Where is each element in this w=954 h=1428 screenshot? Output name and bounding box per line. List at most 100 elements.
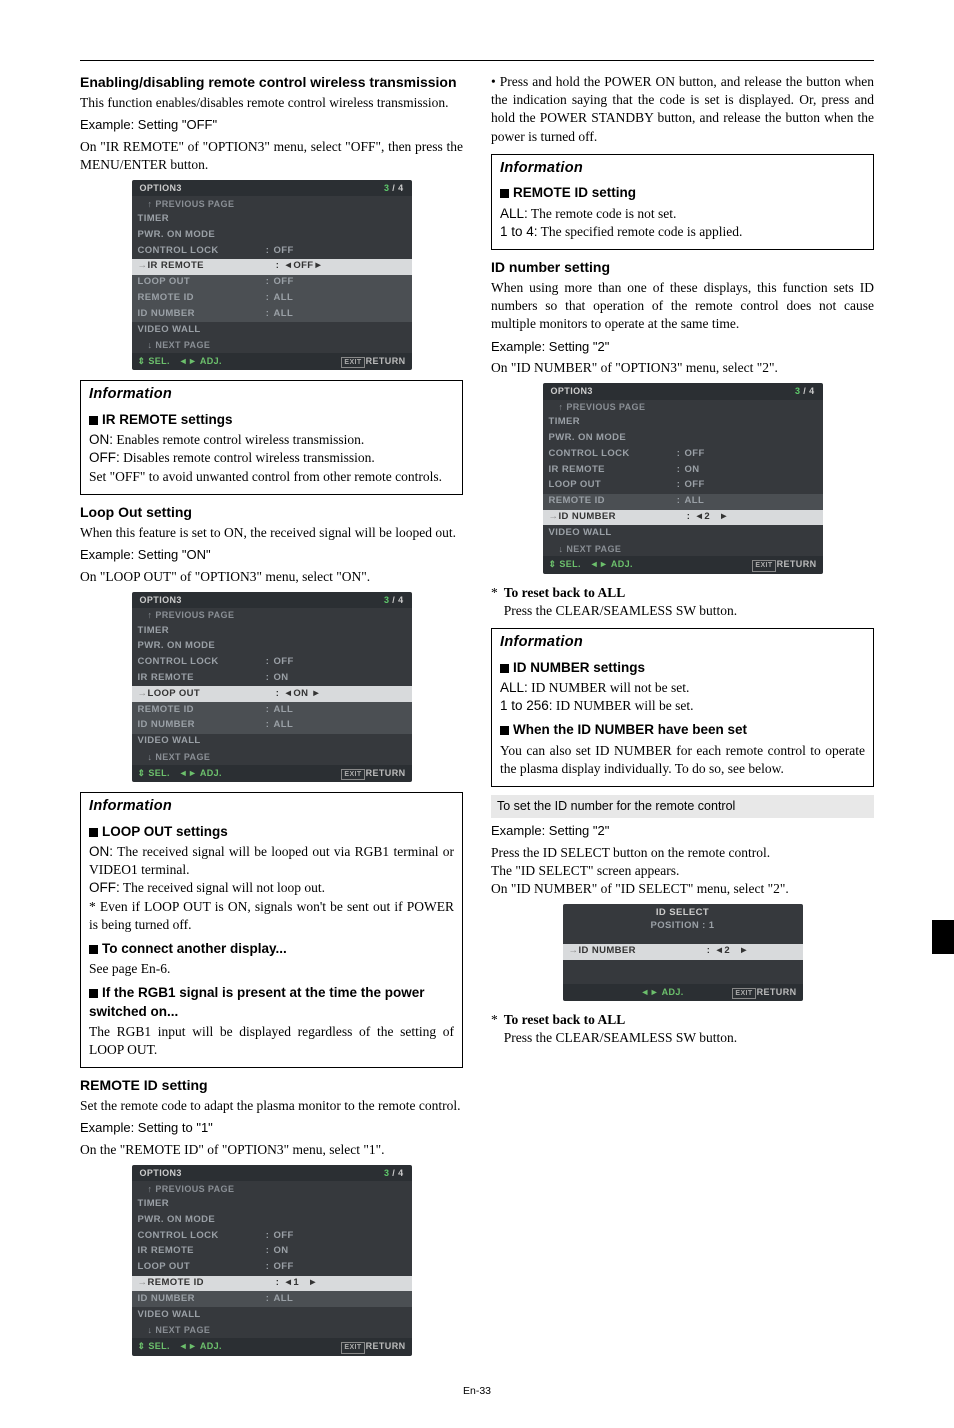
menu-val: ALL: [274, 308, 406, 321]
body-p5: On "ID NUMBER" of "ID SELECT" menu, sele…: [491, 880, 874, 898]
menu-option3-loopout: OPTION33 / 4 ↑ PREVIOUS PAGE TIMER PWR. …: [132, 592, 412, 782]
menu-ir: IR REMOTE: [138, 672, 262, 685]
menu-val: OFF: [274, 1230, 406, 1243]
info-on: ON: The received signal will be looped o…: [89, 843, 454, 879]
menu-adj: ADJ.: [200, 1341, 222, 1351]
info-1256: 1 to 256: ID NUMBER will be set.: [500, 697, 865, 715]
menu-val: OFF: [685, 448, 817, 461]
info-all: ALL: The remote code is not set.: [500, 205, 865, 223]
menu-timer: TIMER: [138, 625, 262, 638]
menu-loop: LOOP OUT: [549, 479, 673, 492]
menu-vw: VIDEO WALL: [138, 1309, 262, 1322]
menu-option3-idnumber: OPTION33 / 4 ↑ PREVIOUS PAGE TIMER PWR. …: [543, 383, 823, 573]
menu-idnum: ID NUMBER: [559, 511, 683, 524]
menu-ps: /: [800, 386, 809, 396]
left-column: Enabling/disabling remote control wirele…: [80, 73, 463, 1366]
example-on: Example: Setting "ON": [80, 546, 463, 564]
info-on: ON: Enables remote control wireless tran…: [89, 431, 454, 449]
menu-val: OFF: [685, 479, 817, 492]
menu-idnum: ID NUMBER: [138, 1293, 262, 1306]
menu-exit: EXIT: [341, 357, 364, 368]
menu-adj: ADJ.: [662, 987, 684, 997]
info-p3: The RGB1 input will be displayed regardl…: [89, 1023, 454, 1059]
menu-next: NEXT PAGE: [566, 544, 621, 554]
two-column-layout: Enabling/disabling remote control wirele…: [80, 73, 874, 1366]
menu-return: RETURN: [757, 987, 797, 997]
body-p6: On the "REMOTE ID" of "OPTION3" menu, se…: [80, 1141, 463, 1159]
info-p: Set "OFF" to avoid unwanted control from…: [89, 468, 454, 486]
info-sub2: When the ID NUMBER have been set: [500, 721, 865, 739]
menu-prev: PREVIOUS PAGE: [155, 1184, 234, 1194]
menu-title: OPTION3: [140, 594, 182, 606]
menu-ir: IR REMOTE: [138, 1245, 262, 1258]
menu-val-on: ON: [293, 688, 308, 699]
info-off: OFF: Disables remote control wireless tr…: [89, 449, 454, 467]
menu-val: OFF: [274, 656, 406, 669]
shaded-heading: To set the ID number for the remote cont…: [491, 795, 874, 818]
info-sub: REMOTE ID setting: [500, 184, 865, 202]
menu-ps: /: [389, 595, 398, 605]
menu-ps: /: [389, 1168, 398, 1178]
info-sub: ID NUMBER settings: [500, 659, 865, 677]
menu-ctrl: CONTROL LOCK: [549, 448, 673, 461]
reset-bold: To reset back to ALL: [504, 585, 626, 600]
info-star: * Even if LOOP OUT is ON, signals won't …: [89, 898, 454, 934]
menu-option3-remoteid: OPTION33 / 4 ↑ PREVIOUS PAGE TIMER PWR. …: [132, 1165, 412, 1355]
info-box-idnum: Information ID NUMBER settings ALL: ID N…: [491, 628, 874, 787]
menu-next: NEXT PAGE: [155, 752, 210, 762]
example-off: Example: Setting "OFF": [80, 116, 463, 134]
menu-ctrl: CONTROL LOCK: [138, 656, 262, 669]
menu-val-off: OFF: [293, 260, 313, 271]
info-title: Information: [89, 385, 454, 405]
info-title: Information: [500, 159, 865, 179]
top-rule: [80, 60, 874, 61]
menu-loop: LOOP OUT: [138, 1261, 262, 1274]
info-sub: IR REMOTE settings: [89, 411, 454, 429]
menu-exit: EXIT: [341, 1342, 364, 1353]
body-p3: Press the ID SELECT button on the remote…: [491, 844, 874, 862]
menu-pt: 4: [809, 386, 814, 396]
menu-pt: 4: [398, 595, 403, 605]
body-p1: This function enables/disables remote co…: [80, 94, 463, 112]
menu-next: NEXT PAGE: [155, 340, 210, 350]
menu-exit: EXIT: [732, 988, 755, 999]
menu-loop: LOOP OUT: [138, 276, 262, 289]
menu-val: ALL: [274, 292, 406, 305]
idselect-title: ID SELECT: [563, 907, 803, 920]
menu-return: RETURN: [366, 1341, 406, 1351]
info-title: Information: [89, 797, 454, 817]
info-see: See page En-6.: [89, 960, 454, 978]
menu-exit: EXIT: [341, 769, 364, 780]
menu-val-1: 1: [293, 1277, 299, 1288]
info-all: ALL: ID NUMBER will not be set.: [500, 679, 865, 697]
heading-idnum: ID number setting: [491, 258, 874, 277]
side-tab: [932, 920, 954, 954]
menu-rid: REMOTE ID: [549, 495, 673, 508]
heading-loop: Loop Out setting: [80, 503, 463, 522]
menu-prev: PREVIOUS PAGE: [155, 610, 234, 620]
menu-val-2: 2: [704, 511, 710, 522]
menu-adj: ADJ.: [200, 356, 222, 366]
menu-ctrl: CONTROL LOCK: [138, 1230, 262, 1243]
page-number: En-33: [80, 1384, 874, 1398]
menu-page-tot: 4: [398, 183, 403, 193]
menu-val: ALL: [274, 704, 406, 717]
menu-next: NEXT PAGE: [155, 1325, 210, 1335]
body-p1: When using more than one of these displa…: [491, 279, 874, 334]
body-p2: On "ID NUMBER" of "OPTION3" menu, select…: [491, 359, 874, 377]
menu-rid: REMOTE ID: [138, 292, 262, 305]
heading-ir-remote: Enabling/disabling remote control wirele…: [80, 73, 463, 92]
info-14: 1 to 4: The specified remote code is app…: [500, 223, 865, 241]
star: *: [491, 1011, 498, 1047]
reset-note: * To reset back to ALL Press the CLEAR/S…: [491, 584, 874, 620]
menu-pwr: PWR. ON MODE: [138, 640, 262, 653]
body-p4: On "LOOP OUT" of "OPTION3" menu, select …: [80, 568, 463, 586]
menu-val: ON: [274, 672, 406, 685]
menu-pwr: PWR. ON MODE: [549, 432, 673, 445]
menu-ctrl: CONTROL LOCK: [138, 245, 262, 258]
menu-adj: ADJ.: [200, 768, 222, 778]
menu-exit: EXIT: [752, 560, 775, 571]
menu-idnum: ID NUMBER: [579, 945, 703, 958]
reset-txt: Press the CLEAR/SEAMLESS SW button.: [504, 603, 737, 618]
info-title: Information: [500, 633, 865, 653]
